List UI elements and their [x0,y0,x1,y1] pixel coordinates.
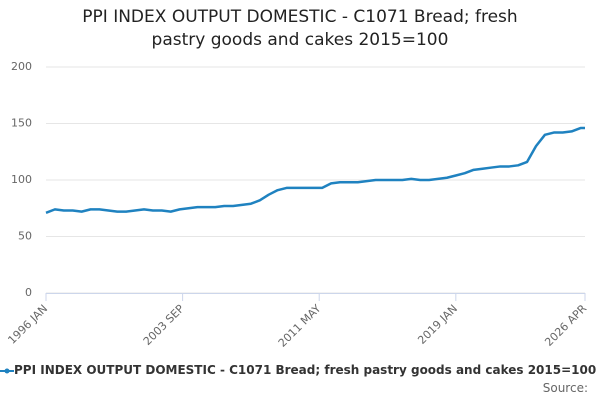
y-tick-label: 150 [11,117,32,130]
legend-swatch [0,368,14,373]
data-line [45,126,585,214]
source: Source: [542,381,588,395]
x-tick-label: 2019 JAN [415,302,460,347]
x-tick-label: 2003 SEP [141,302,187,348]
x-tick-label: 2011 MAY [276,302,324,350]
y-tick-label: 0 [25,286,32,299]
y-tick-label: 50 [18,230,32,243]
legend-label: PPI INDEX OUTPUT DOMESTIC - C1071 Bread;… [14,363,597,377]
y-tick-label: 200 [11,60,32,73]
x-tick-label: 1996 JAN [5,302,50,347]
y-tick-label: 100 [11,173,32,186]
legend: PPI INDEX OUTPUT DOMESTIC - C1071 Bread;… [0,363,600,377]
x-tick-label: 2026 APR [542,302,589,349]
chart-title: PPI INDEX OUTPUT DOMESTIC - C1071 Bread;… [82,7,518,50]
